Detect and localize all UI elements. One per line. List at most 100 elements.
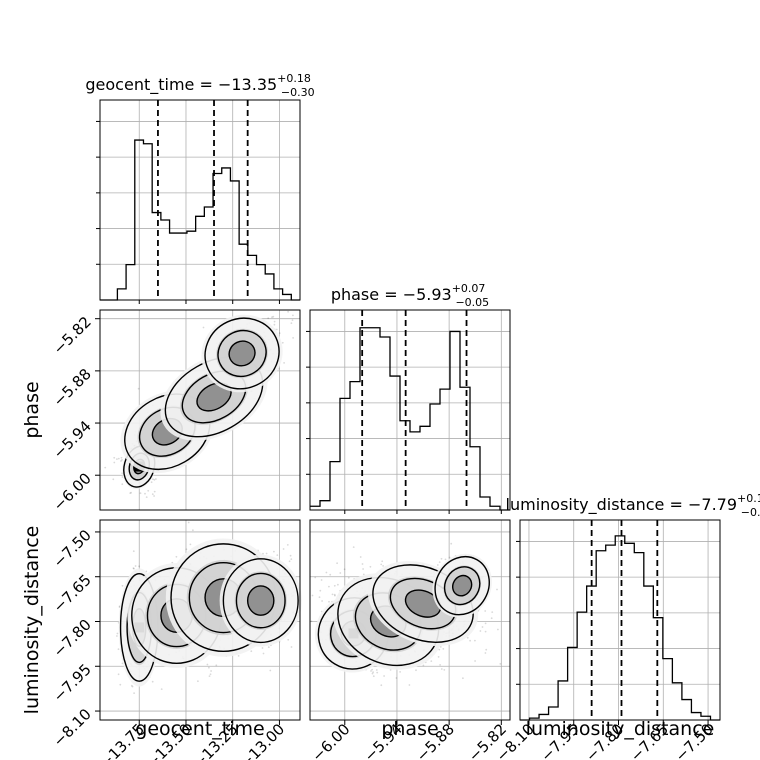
sample-point — [462, 677, 464, 680]
sample-point — [286, 544, 289, 546]
sample-point — [189, 543, 192, 546]
y-tick-label: −7.65 — [50, 571, 95, 616]
sample-point — [276, 554, 279, 556]
density-contour — [222, 558, 299, 644]
panel-frame — [309, 519, 511, 721]
sample-point — [438, 648, 441, 651]
sample-point — [490, 617, 493, 620]
sample-point — [132, 567, 135, 569]
sample-point — [262, 652, 265, 655]
sample-point — [209, 673, 212, 676]
y-tick-label: −8.10 — [50, 705, 95, 750]
sample-point — [337, 583, 339, 586]
x-axis-label-luminosity_distance: luminosity_distance — [526, 718, 715, 740]
sample-point — [361, 563, 364, 565]
sample-point — [145, 496, 148, 498]
sample-point — [382, 565, 384, 567]
sample-point — [440, 668, 443, 670]
sample-point — [336, 562, 338, 565]
sample-point — [439, 646, 442, 648]
sample-point — [372, 671, 374, 674]
sample-point — [380, 563, 383, 566]
x-axis-label-geocent_time: geocent_time — [135, 718, 264, 740]
sample-point — [497, 628, 499, 631]
sample-point — [372, 675, 375, 678]
sample-point — [485, 648, 488, 651]
sample-point — [113, 456, 116, 459]
title-main: phase = −5.93 — [331, 285, 452, 304]
sample-point — [147, 489, 150, 492]
sample-point — [443, 669, 446, 671]
y-tick-label: −5.82 — [50, 313, 95, 358]
sample-point — [262, 552, 264, 555]
y-tick-label: −5.94 — [50, 417, 95, 462]
sample-point — [271, 316, 273, 319]
sample-point — [150, 481, 153, 484]
sample-point — [129, 492, 132, 494]
density-cell — [247, 585, 274, 616]
sample-point — [440, 557, 443, 560]
sample-point — [484, 610, 487, 612]
sample-point — [439, 664, 441, 666]
sample-point — [422, 664, 425, 667]
sample-point — [265, 552, 268, 555]
panel-frame — [99, 99, 301, 301]
sample-point — [153, 490, 156, 493]
sample-point — [121, 476, 124, 478]
density-cell — [196, 383, 232, 411]
sample-point — [210, 670, 213, 672]
x-axis-label-phase: phase — [381, 718, 438, 740]
sample-point — [334, 594, 336, 597]
x-tick-label: −6.00 — [308, 720, 353, 760]
title-plus: +0.12 — [737, 492, 760, 505]
density-cell — [405, 590, 441, 618]
title-plus: +0.18 — [277, 72, 311, 85]
sample-point — [273, 323, 276, 326]
sample-point — [155, 478, 157, 480]
sample-point — [484, 652, 487, 654]
sample-point — [153, 495, 156, 497]
sample-point — [292, 337, 294, 339]
panel-frame — [309, 309, 511, 511]
density-contour — [228, 340, 256, 367]
sample-point — [269, 669, 272, 672]
scatter-panel-geocent_time-vs-phase — [99, 309, 301, 511]
sample-point — [481, 626, 484, 628]
sample-point — [466, 636, 469, 639]
sample-point — [117, 673, 120, 676]
sample-point — [444, 558, 447, 561]
sample-point — [120, 456, 123, 459]
density-contour — [372, 564, 474, 643]
density-contour — [434, 556, 490, 616]
sample-point — [208, 666, 210, 669]
sample-point — [314, 576, 317, 579]
sample-point — [442, 648, 445, 650]
sample-point — [448, 556, 451, 559]
histogram-step-line — [310, 327, 510, 511]
title-minus: −0.05 — [455, 296, 489, 309]
title-minus: −0.30 — [281, 86, 315, 99]
sample-point — [333, 593, 336, 596]
sample-point — [499, 663, 502, 665]
sample-point — [151, 493, 154, 496]
sample-point — [371, 668, 373, 671]
sample-point — [436, 564, 439, 566]
title-minus: −0.10 — [741, 506, 760, 519]
sample-point — [389, 669, 392, 671]
sample-point — [291, 319, 294, 321]
sample-point — [369, 565, 372, 568]
density-contour — [204, 317, 280, 390]
sample-point — [287, 638, 290, 641]
sample-point — [133, 567, 135, 570]
sample-point — [430, 660, 433, 662]
sample-point — [171, 561, 174, 564]
sample-point — [208, 675, 211, 677]
sample-point — [151, 680, 154, 683]
sample-point — [376, 671, 379, 674]
panel-title-geocent_time: geocent_time = −13.35+0.18 −0.30 — [85, 72, 314, 99]
sample-point — [121, 459, 123, 461]
sample-point — [395, 677, 398, 679]
density-contour — [217, 329, 267, 378]
sample-point — [288, 560, 291, 563]
